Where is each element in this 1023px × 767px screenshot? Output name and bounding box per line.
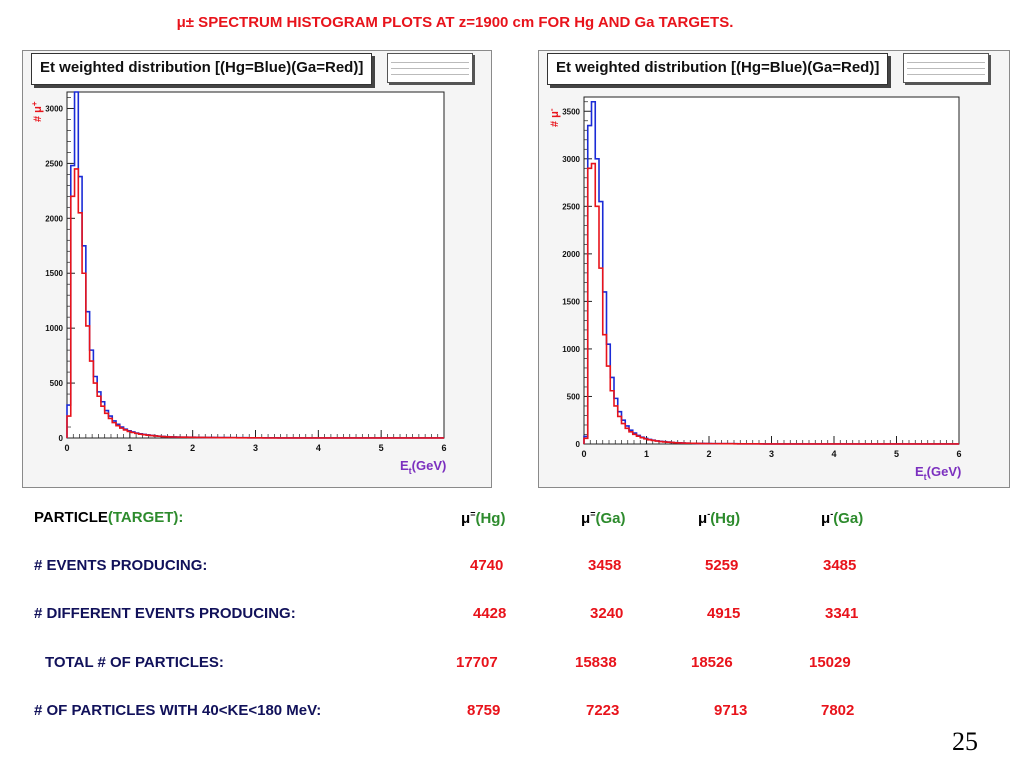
column-header-mu-plus-hg: μ=(Hg) (461, 509, 506, 527)
x-tick-label: 0 (64, 443, 69, 453)
histogram-1: 0 1 2 3 4 5 6 0 500 1000 1500 2000 2500 3000 3500 Et(Ge… (547, 96, 962, 482)
table-cell: 17707 (456, 654, 498, 671)
table-cell: 3485 (823, 557, 857, 574)
y-tick-label: 3000 (45, 104, 63, 113)
y-tick-label: 0 (59, 434, 64, 443)
y-axis-label: # μ- (547, 108, 561, 127)
table-cell: 3240 (590, 605, 624, 622)
series-ga-line (583, 162, 959, 445)
x-tick-label: 3 (253, 443, 258, 453)
x-tick-label: 0 (581, 449, 586, 459)
table-cell: 4915 (707, 605, 741, 622)
y-tick-label: 0 (576, 440, 581, 449)
row-label-particles-ke-range: # OF PARTICLES WITH 40<KE<180 MeV: (34, 702, 322, 719)
x-tick-label: 6 (956, 449, 961, 459)
histogram-title: Et weighted distribution [(Hg=Blue)(Ga=R… (547, 53, 889, 85)
row-label-different-events: # DIFFERENT EVENTS PRODUCING: (34, 605, 296, 622)
plot-frame (583, 96, 960, 445)
y-tick-label: 500 (567, 392, 581, 401)
table-cell: 9713 (714, 702, 748, 719)
column-header-mu-plus-ga: μ=(Ga) (581, 509, 626, 527)
x-tick-label: 1 (127, 443, 132, 453)
header-particle-label: PARTICLE (34, 509, 108, 526)
x-tick-label: 2 (190, 443, 195, 453)
x-tick-label: 2 (706, 449, 711, 459)
y-tick-label: 3500 (562, 107, 580, 116)
x-tick-label: 5 (379, 443, 384, 453)
y-tick-label: 2000 (562, 250, 580, 259)
stats-box (903, 53, 989, 83)
y-tick-label: 1000 (45, 324, 63, 333)
histogram-0: 0 1 2 3 4 5 6 0 500 1000 1500 2000 2500 3000 Et(GeV) # … (30, 91, 447, 476)
x-tick-label: 1 (644, 449, 649, 459)
table-cell: 3458 (588, 557, 622, 574)
table-cell: 5259 (705, 557, 739, 574)
row-label-total-particles: TOTAL # OF PARTICLES: (45, 654, 224, 671)
table-cell: 3341 (825, 605, 859, 622)
y-tick-label: 500 (50, 379, 64, 388)
x-tick-label: 6 (441, 443, 446, 453)
table-cell: 7802 (821, 702, 855, 719)
y-tick-label: 1000 (562, 345, 580, 354)
table-cell: 8759 (467, 702, 501, 719)
y-tick-label: 2500 (562, 202, 580, 211)
histogram-title: Et weighted distribution [(Hg=Blue)(Ga=R… (31, 53, 373, 85)
table-cell: 15838 (575, 654, 617, 671)
y-tick-label: 1500 (45, 269, 63, 278)
x-axis-label: Et(GeV) (400, 458, 446, 476)
y-tick-label: 2000 (45, 214, 63, 223)
x-tick-label: 4 (831, 449, 836, 459)
x-tick-label: 3 (769, 449, 774, 459)
series-ga-line (66, 168, 444, 439)
table-cell: 4740 (470, 557, 504, 574)
y-tick-label: 1500 (562, 297, 580, 306)
y-tick-label: 3000 (562, 155, 580, 164)
header-target-label: (TARGET): (107, 509, 184, 526)
table-header-particle: PARTICLE(TARGET): (34, 509, 183, 526)
column-header-mu-minus-hg: μ-(Hg) (698, 509, 741, 527)
table-cell: 18526 (691, 654, 733, 671)
slide-title: μ± SPECTRUM HISTOGRAM PLOTS AT z=1900 cm… (176, 14, 734, 31)
x-tick-label: 5 (894, 449, 899, 459)
y-tick-label: 2500 (45, 159, 63, 168)
row-label-events-producing: # EVENTS PRODUCING: (34, 557, 208, 574)
table-cell: 4428 (473, 605, 507, 622)
plot-frame (66, 91, 445, 439)
y-axis-label: # μ+ (30, 101, 44, 122)
table-cell: 7223 (586, 702, 620, 719)
x-axis-label: Et(GeV) (915, 464, 961, 482)
stats-box (387, 53, 473, 83)
table-cell: 15029 (809, 654, 851, 671)
column-header-mu-minus-ga: μ-(Ga) (821, 509, 864, 527)
page-number: 25 (952, 727, 978, 756)
x-tick-label: 4 (316, 443, 321, 453)
